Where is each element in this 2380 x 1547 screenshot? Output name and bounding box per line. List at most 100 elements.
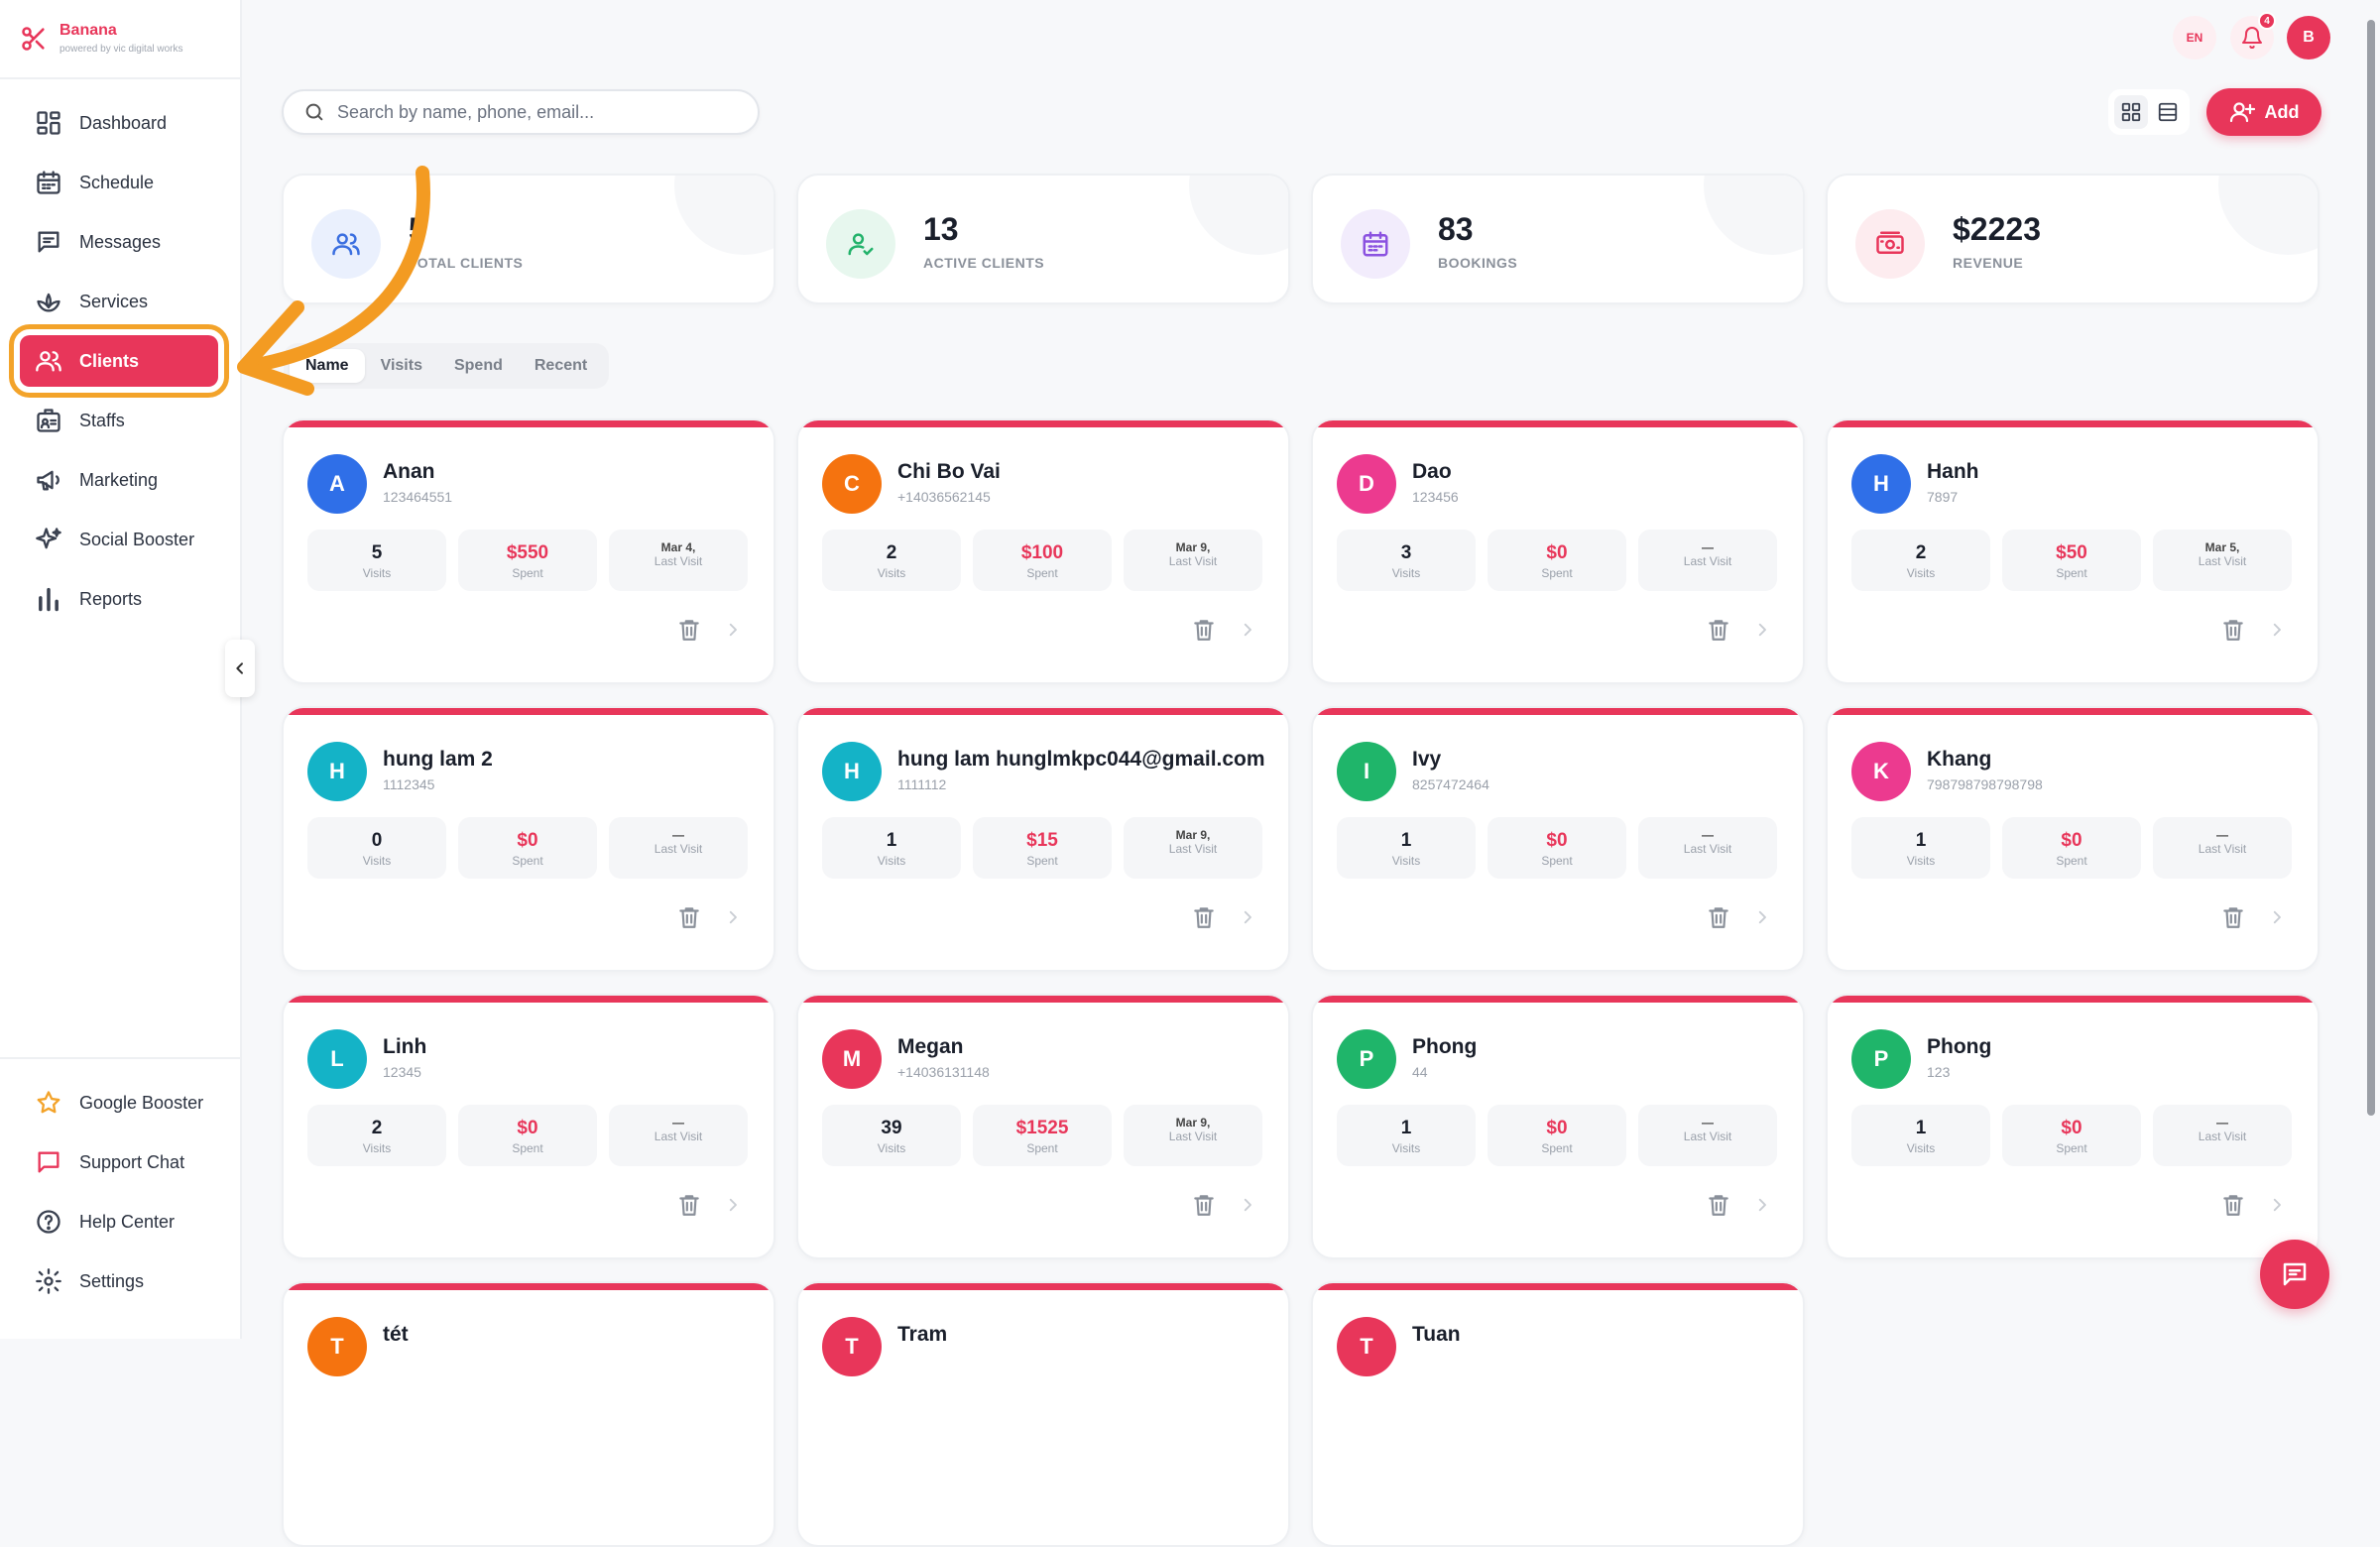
delete-client-button[interactable] [1706,617,1731,643]
collapse-sidebar-button[interactable] [225,640,255,697]
spent-label: Spent [2056,566,2087,580]
client-card[interactable]: A Anan 123464551 5 Visits $550 Spent Mar 4, Last… [282,418,775,684]
client-card[interactable]: T Tram [796,1281,1290,1547]
client-name: Hanh [1927,460,1979,483]
open-client-button[interactable] [2268,621,2286,639]
last-visit-value: Mar 9, [1175,540,1211,554]
add-client-button[interactable]: Add [2206,88,2321,136]
search-input[interactable] [337,101,734,123]
sidebar-item-social[interactable]: Social Booster [20,514,218,565]
client-phone: 798798798798798 [1927,776,2043,792]
open-client-button[interactable] [2268,908,2286,926]
client-card[interactable]: P Phong 123 1 Visits $0 Spent — Last Visit [1826,994,2320,1259]
list-view-button[interactable] [2151,95,2185,129]
sidebar-item-dashboard[interactable]: Dashboard [20,97,218,149]
delete-client-button[interactable] [2220,904,2246,930]
tab-name[interactable]: Name [290,349,365,383]
tab-visits[interactable]: Visits [380,357,422,374]
sidebar-item-messages[interactable]: Messages [20,216,218,268]
bottom-nav: Google Booster Support Chat Help Center Set… [0,1057,242,1315]
sidebar-item-google[interactable]: Google Booster [20,1077,218,1129]
sidebar-item-label: Reports [79,588,143,609]
open-client-button[interactable] [1753,621,1771,639]
delete-client-button[interactable] [2220,617,2246,643]
list-icon [2157,101,2179,123]
stat-value: 83 [1438,211,1474,247]
visits-metric: 1 Visits [1851,817,1990,879]
client-card[interactable]: H Hanh 7897 2 Visits $50 Spent Mar 5, Last Visit [1826,418,2320,684]
stat-card-total-clients: 5 TOTAL CLIENTS [282,174,775,304]
delete-client-button[interactable] [676,904,702,930]
open-client-button[interactable] [724,908,742,926]
last-visit-label: Last Visit [654,554,703,568]
sidebar-item-reports[interactable]: Reports [20,573,218,625]
open-client-button[interactable] [724,621,742,639]
client-name: Tram [897,1323,948,1346]
last-visit-metric: — Last Visit [1638,530,1777,591]
delete-client-button[interactable] [2220,1192,2246,1218]
open-client-button[interactable] [1239,908,1256,926]
client-avatar: P [1337,1029,1396,1089]
user-avatar[interactable]: B [2287,16,2330,60]
client-card[interactable]: L Linh 12345 2 Visits $0 Spent — Last Visit [282,994,775,1259]
sidebar-item-staffs[interactable]: Staffs [20,395,218,446]
open-client-button[interactable] [1753,1196,1771,1214]
sidebar-item-support[interactable]: Support Chat [20,1136,218,1188]
spent-metric: $0 Spent [458,1105,597,1166]
scrollbar-thumb[interactable] [2367,20,2375,1116]
notifications-button[interactable]: 4 [2230,12,2276,60]
sidebar-item-services[interactable]: Services [20,276,218,327]
tab-recent[interactable]: Recent [534,357,588,374]
client-card[interactable]: K Khang 798798798798798 1 Visits $0 Spent — Last… [1826,706,2320,972]
stat-value: 13 [923,211,959,247]
chevron-right-icon [1239,908,1256,926]
delete-client-button[interactable] [1191,1192,1217,1218]
delete-client-button[interactable] [1706,1192,1731,1218]
last-visit-value: Mar 9, [1175,1116,1211,1130]
trash-icon [2220,1192,2246,1218]
last-visit-metric: — Last Visit [609,1105,748,1166]
delete-client-button[interactable] [1191,617,1217,643]
client-card[interactable]: P Phong 44 1 Visits $0 Spent — Last Visit [1311,994,1805,1259]
sidebar-item-help[interactable]: Help Center [20,1196,218,1248]
client-card[interactable]: C Chi Bo Vai +14036562145 2 Visits $100 Spent M… [796,418,1290,684]
open-client-button[interactable] [2268,1196,2286,1214]
open-client-button[interactable] [1239,621,1256,639]
sidebar-item-settings[interactable]: Settings [20,1255,218,1307]
last-visit-label: Last Visit [2198,1130,2247,1143]
delete-client-button[interactable] [676,1192,702,1218]
client-card[interactable]: T Tuan [1311,1281,1805,1547]
sidebar-item-schedule[interactable]: Schedule [20,157,218,208]
client-card[interactable]: I Ivy 8257472464 1 Visits $0 Spent — Last Visit [1311,706,1805,972]
tab-spend[interactable]: Spend [453,357,503,374]
open-client-button[interactable] [1753,908,1771,926]
sidebar-item-clients[interactable]: Clients [9,324,229,398]
brand[interactable]: Banana powered by vic digital works [0,0,240,79]
client-avatar: M [822,1029,882,1089]
megaphone-icon [35,466,62,494]
chevron-right-icon [1753,621,1771,639]
visits-value: 2 [886,542,897,563]
language-button[interactable]: EN [2173,16,2216,60]
open-client-button[interactable] [724,1196,742,1214]
client-card[interactable]: D Dao 123456 3 Visits $0 Spent — Last Visit [1311,418,1805,684]
client-card[interactable]: M Megan +14036131148 39 Visits $1525 Spent Mar … [796,994,1290,1259]
delete-client-button[interactable] [1706,904,1731,930]
user-plus-icon [2229,101,2265,123]
sidebar-item-marketing[interactable]: Marketing [20,454,218,506]
delete-client-button[interactable] [1191,904,1217,930]
grid-view-button[interactable] [2113,95,2148,129]
spent-metric: $100 Spent [973,530,1112,591]
spent-value: $100 [1020,542,1064,563]
client-avatar: H [822,742,882,801]
delete-client-button[interactable] [676,617,702,643]
sparkle-icon [35,526,62,553]
last-visit-label: Last Visit [2198,554,2247,568]
sidebar: Banana powered by vic digital works Dash… [0,0,242,1339]
open-client-button[interactable] [1239,1196,1256,1214]
floating-chat-button[interactable] [2260,1240,2329,1309]
client-avatar: H [1851,454,1911,514]
